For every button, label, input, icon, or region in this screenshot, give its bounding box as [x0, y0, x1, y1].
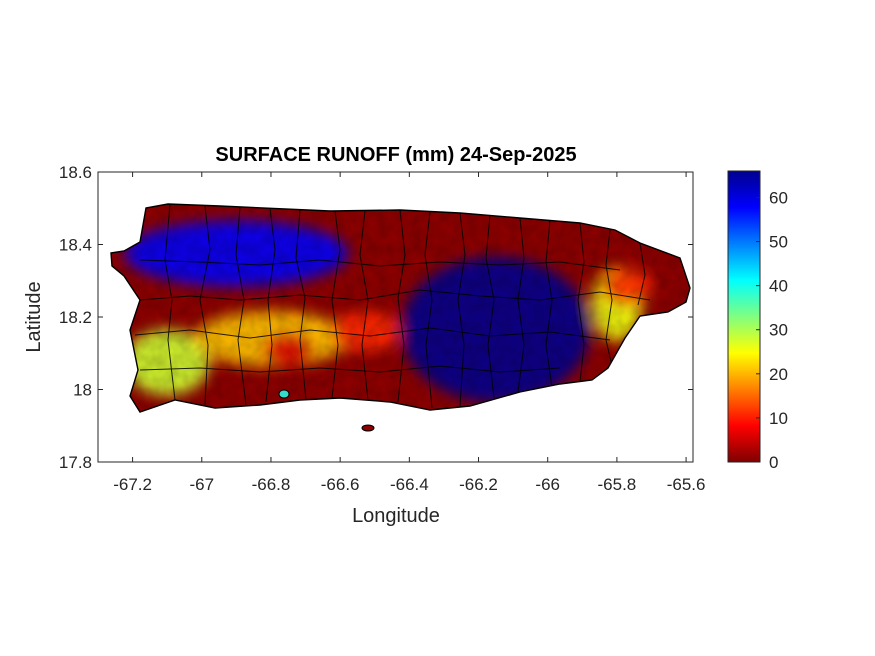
y-tick-label: 17.8 — [59, 453, 92, 472]
y-tick-label: 18.2 — [59, 308, 92, 327]
x-tick-label: -67 — [189, 475, 214, 494]
x-tick-label: -65.8 — [598, 475, 637, 494]
runoff-field — [111, 204, 690, 412]
municipality-boundaries — [134, 204, 651, 409]
x-axis-label: Longitude — [352, 505, 440, 527]
x-tick-label: -66.6 — [321, 475, 360, 494]
colorbar-tick-label: 30 — [769, 321, 788, 340]
colorbar-tick-label: 40 — [769, 277, 788, 296]
x-tick-label: -66.2 — [459, 475, 498, 494]
colorbar-tick-label: 60 — [769, 188, 788, 207]
colorbar: 0 10 20 30 40 50 60 — [727, 170, 788, 472]
y-tick-label: 18.6 — [59, 163, 92, 182]
colorbar-tick-label: 10 — [769, 409, 788, 428]
y-axis-label: Latitude — [23, 281, 45, 352]
colorbar-tick-label: 50 — [769, 233, 788, 252]
colorbar-tick-label: 20 — [769, 365, 788, 384]
x-tick-label: -65.6 — [667, 475, 706, 494]
x-tick-label: -66 — [535, 475, 560, 494]
colorbar-ticks: 0 10 20 30 40 50 60 — [756, 188, 788, 472]
x-tick-label: -66.8 — [252, 475, 291, 494]
y-axis-ticks: 17.8 18 18.2 18.4 18.6 — [59, 163, 693, 472]
x-tick-label: -66.4 — [390, 475, 429, 494]
x-tick-label: -67.2 — [113, 475, 152, 494]
caja-de-muertos-island — [361, 424, 375, 432]
colorbar-gradient — [727, 170, 761, 463]
y-tick-label: 18 — [73, 381, 92, 400]
x-axis-ticks: -67.2 -67 -66.8 -66.6 -66.4 -66.2 -66 -65.8 -65.… — [113, 172, 705, 494]
map-title: SURFACE RUNOFF (mm) 24-Sep-2025 — [215, 144, 576, 166]
y-tick-label: 18.4 — [59, 236, 92, 255]
colorbar-tick-label: 0 — [769, 453, 778, 472]
map-axes: SURFACE RUNOFF (mm) 24-Sep-2025 -67.2 -67… — [23, 144, 705, 527]
small-coastal-island — [278, 389, 290, 399]
